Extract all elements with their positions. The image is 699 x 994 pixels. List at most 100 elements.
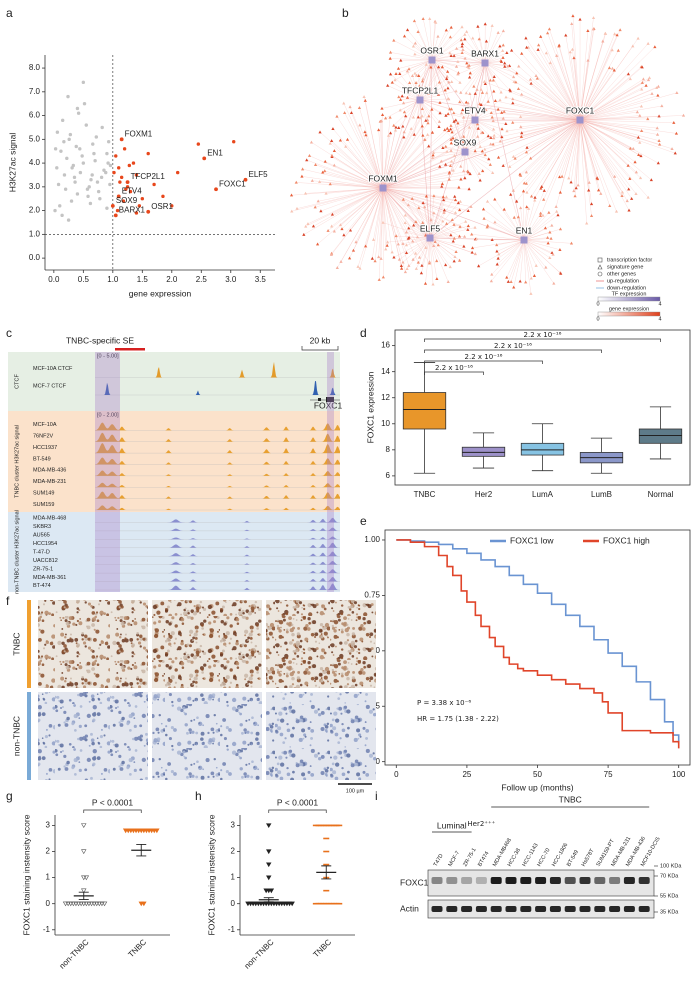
signature-gene-node	[647, 76, 652, 80]
signature-gene-node	[401, 260, 405, 264]
edge	[382, 59, 433, 189]
edge	[579, 119, 637, 194]
edge	[390, 58, 433, 61]
signature-gene-node	[519, 173, 523, 177]
edge	[419, 66, 443, 101]
signature-gene-node	[379, 119, 384, 123]
signature-gene-node	[330, 251, 334, 255]
signature-gene-node	[420, 107, 424, 111]
band	[579, 877, 591, 884]
y-tick-label: 1	[231, 873, 236, 882]
signature-gene-node	[440, 184, 444, 188]
signal	[95, 491, 340, 499]
signature-gene-node	[674, 131, 679, 135]
signature-gene-node	[424, 194, 428, 198]
y-tick-label: 2	[46, 847, 51, 856]
signature-gene-node	[434, 20, 438, 24]
edge	[359, 125, 384, 189]
edge	[429, 59, 433, 239]
point	[66, 218, 71, 222]
edge	[414, 20, 433, 61]
signature-gene-node	[342, 101, 346, 105]
edge	[474, 111, 505, 121]
signature-gene-node	[323, 169, 327, 173]
edge	[579, 93, 653, 121]
edge	[498, 239, 525, 259]
edge	[523, 239, 561, 274]
signature-gene-node	[551, 252, 555, 256]
signature-gene-node	[397, 257, 402, 261]
track-name: UACC812	[33, 558, 58, 564]
edge	[315, 187, 384, 208]
legend-label: transcription factor	[607, 257, 652, 263]
signature-gene-node	[463, 32, 467, 36]
edge	[452, 119, 476, 133]
significance-label: 2.2 x 10⁻¹⁶	[524, 331, 562, 339]
signature-gene-node	[539, 34, 543, 38]
edge	[431, 59, 449, 89]
signal	[95, 577, 340, 582]
edge	[512, 119, 581, 123]
signature-gene-node	[542, 188, 546, 192]
edge	[373, 187, 384, 240]
track-name: MDA-MB-436	[33, 468, 66, 474]
band	[623, 877, 635, 884]
signature-gene-node	[444, 28, 448, 32]
edge	[520, 207, 525, 241]
point	[112, 170, 116, 175]
signature-gene-node	[438, 101, 442, 104]
signature-gene-node	[554, 204, 558, 208]
edge	[509, 119, 581, 167]
point	[70, 901, 77, 907]
signature-gene-node	[586, 29, 590, 33]
tf-label: ELF5	[420, 223, 441, 233]
edge	[419, 64, 427, 101]
edge	[474, 99, 501, 121]
edge	[579, 119, 630, 211]
signature-gene-node	[453, 210, 458, 214]
point	[67, 137, 71, 142]
signature-gene-node	[414, 81, 418, 85]
point	[88, 901, 95, 907]
edge	[541, 119, 581, 187]
edge	[382, 187, 460, 211]
signature-gene-node	[646, 41, 650, 45]
point	[106, 140, 111, 144]
band	[520, 906, 532, 912]
signature-gene-node	[489, 111, 493, 115]
x-tick-label: 1.5	[137, 275, 149, 284]
signature-gene-node	[509, 280, 513, 283]
edge	[393, 99, 421, 126]
edge	[474, 92, 483, 121]
edge	[573, 119, 581, 191]
panel-label: b	[342, 6, 349, 20]
plot-frame	[394, 329, 691, 486]
signature-gene-node	[610, 66, 615, 70]
edge	[538, 44, 581, 121]
signature-gene-node	[468, 71, 472, 75]
edge	[543, 119, 581, 200]
signature-gene-node	[587, 188, 591, 192]
edge	[382, 173, 471, 189]
edge	[378, 129, 384, 189]
point	[119, 175, 124, 180]
x-tick-label: 100	[672, 770, 686, 779]
edge	[561, 119, 581, 177]
y-tick-label: 5.0	[29, 134, 41, 143]
signature-gene-node	[447, 177, 451, 181]
signature-gene-node	[478, 144, 482, 148]
signature-gene-node	[459, 177, 463, 181]
signature-gene-node	[388, 115, 392, 119]
point	[85, 187, 90, 191]
band	[549, 877, 561, 884]
signature-gene-node	[318, 130, 322, 134]
point	[117, 166, 121, 170]
band	[475, 877, 487, 884]
edge	[390, 74, 421, 101]
signature-gene-node	[502, 207, 506, 211]
signature-gene-node	[401, 101, 406, 105]
y-axis-label: FOXC1 expression	[365, 371, 375, 443]
point	[70, 166, 74, 170]
signature-gene-node	[482, 216, 486, 220]
error-bar	[321, 865, 332, 880]
